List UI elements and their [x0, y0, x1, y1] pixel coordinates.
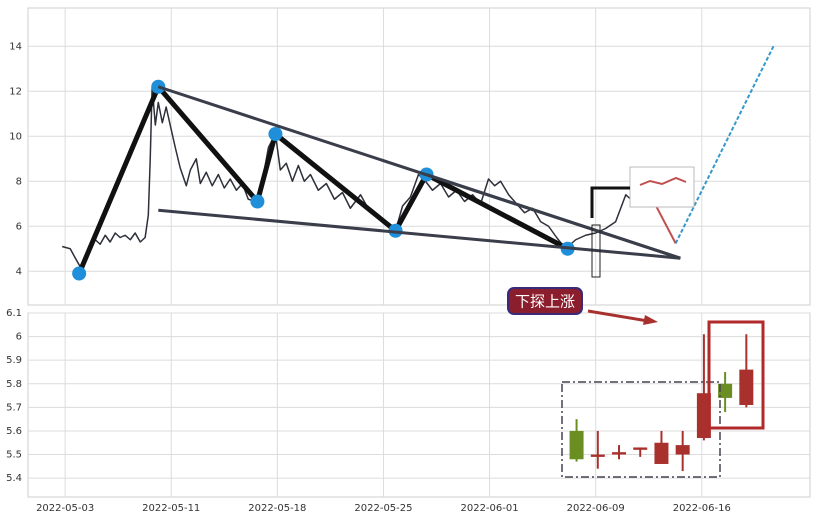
candle-body [718, 383, 733, 398]
x-tick-label: 2022-06-01 [460, 503, 518, 514]
range-box [561, 381, 721, 478]
pivot-marker [250, 194, 265, 209]
y-tick-label: 5.8 [6, 379, 22, 390]
x-tick-label: 2022-05-03 [36, 503, 94, 514]
y-tick-label: 5.4 [6, 473, 22, 484]
candle-body [675, 445, 690, 455]
y-tick-label: 4 [16, 266, 22, 277]
y-tick-label: 5.7 [6, 402, 22, 413]
y-tick-label: 5.6 [6, 426, 22, 437]
series-line [158, 208, 681, 260]
series-line [61, 86, 632, 268]
candle-body [612, 452, 627, 455]
candle-body [654, 442, 669, 464]
annotation-box [507, 287, 583, 315]
decorations: 下探上涨 [507, 166, 765, 478]
y-tick-label: 5.9 [6, 355, 22, 366]
annotation-arrow [587, 309, 649, 323]
pointer-line [590, 186, 630, 218]
pivot-marker [72, 266, 87, 281]
candle-body [633, 447, 648, 450]
breakout-box [707, 320, 765, 430]
pivot-marker [268, 127, 283, 141]
y-tick-label: 12 [9, 86, 22, 97]
y-tick-label: 10 [9, 131, 22, 142]
candle-body [739, 369, 754, 405]
candle-body [696, 393, 711, 439]
inset-figure [639, 176, 687, 186]
x-tick-label: 2022-05-25 [354, 503, 412, 514]
inset-image [629, 166, 695, 208]
x-tick-label: 2022-06-09 [567, 503, 625, 514]
candle-body [590, 454, 605, 457]
series-line [654, 204, 677, 244]
series-line [426, 173, 681, 260]
y-tick-label: 6 [16, 332, 22, 343]
y-tick-label: 6.1 [6, 308, 22, 319]
y-tick-label: 14 [9, 41, 22, 52]
annotation: 下探上涨 [515, 293, 575, 311]
y-tick-label: 8 [16, 176, 22, 187]
bottom-panel [27, 312, 811, 498]
x-tick-label: 2022-06-16 [673, 503, 731, 514]
x-tick-label: 2022-05-11 [142, 503, 200, 514]
top-panel [27, 7, 811, 306]
y-tick-label: 6 [16, 221, 22, 232]
x-tick-label: 2022-05-18 [248, 503, 306, 514]
y-tick-label: 5.5 [6, 450, 22, 461]
marker-box [591, 224, 601, 278]
series-line [76, 84, 569, 275]
series-line [674, 44, 775, 244]
arrow-head [643, 315, 658, 325]
candle-body [569, 430, 584, 460]
